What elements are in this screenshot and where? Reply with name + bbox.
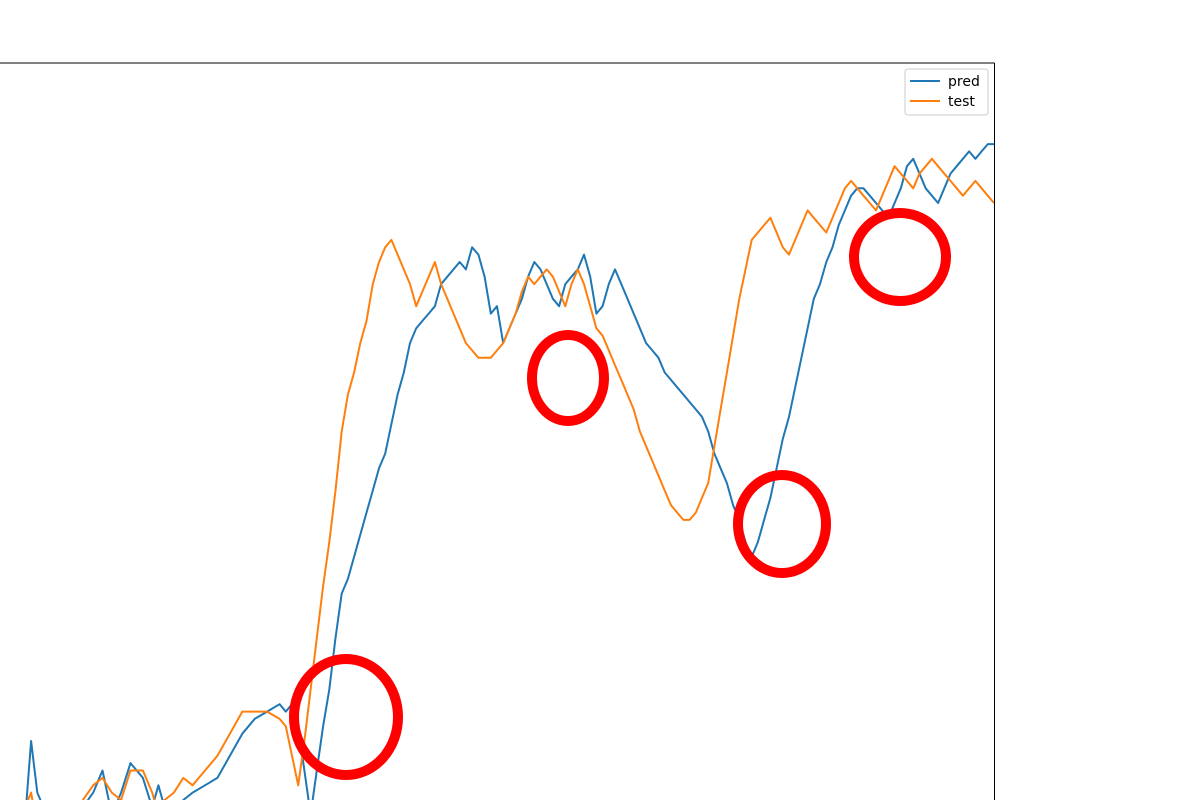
highlight-circle-4	[849, 208, 951, 306]
highlight-circle-3	[733, 470, 831, 578]
legend-pred-label: pred	[948, 74, 980, 90]
highlight-circle-2	[527, 330, 609, 426]
legend-test-label: test	[948, 94, 975, 110]
series-layer	[25, 143, 994, 800]
series-line-pred	[25, 143, 994, 800]
legend: pred test	[904, 68, 989, 116]
series-line-test	[26, 157, 994, 800]
annotation-layer	[289, 208, 951, 780]
highlight-circle-1	[289, 654, 403, 780]
